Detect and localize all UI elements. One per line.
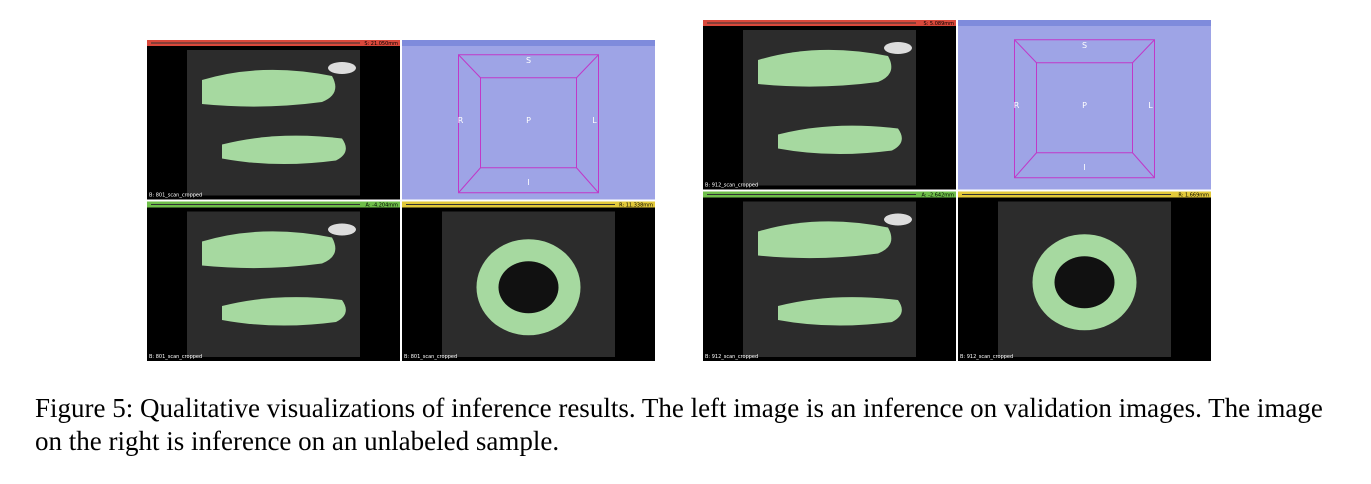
volume-label: B: 801_scan_cropped — [149, 193, 202, 199]
axis-label: S — [526, 56, 531, 65]
canal — [498, 261, 559, 314]
bone-white — [328, 223, 356, 236]
bone-white — [884, 42, 912, 54]
bone — [222, 135, 346, 165]
view-bar — [958, 20, 1211, 26]
axis-label: L — [592, 116, 597, 125]
box-edge — [576, 54, 599, 79]
view-3d — [958, 26, 1211, 190]
slice-offset: S: 21.050mm — [364, 41, 398, 47]
bone — [202, 69, 336, 107]
axis-label: I — [527, 178, 529, 187]
figure: S: 21.050mm B: 801_scan_cropped S R P L I A: -4… — [147, 20, 1211, 361]
axis-label: P — [526, 116, 531, 125]
box-edge — [1014, 152, 1037, 179]
bone — [758, 221, 892, 259]
bone — [778, 297, 902, 326]
box-edge — [1132, 39, 1155, 64]
axis-label: P — [1082, 101, 1087, 110]
view-bar — [402, 40, 655, 46]
axis-label: R — [1014, 101, 1020, 110]
box-outer — [458, 54, 599, 194]
bone-white — [884, 213, 912, 226]
box-edge — [458, 167, 481, 194]
axis-label: S — [1082, 41, 1087, 50]
volume-label: B: 912_scan_cropped — [705, 183, 758, 189]
box-inner — [480, 77, 577, 169]
box-edge — [1132, 152, 1155, 179]
bone — [758, 49, 892, 87]
slice-offset: A: -2.642mm — [922, 193, 955, 199]
slice-offset: R: 11.338mm — [619, 203, 653, 209]
slice-offset: A: -4.204mm — [366, 203, 399, 209]
view-3d — [402, 46, 655, 200]
box-outer — [1014, 39, 1155, 179]
canal — [1054, 256, 1115, 309]
volume-label: B: 801_scan_cropped — [149, 354, 202, 360]
bone — [222, 297, 346, 326]
axis-label: L — [1148, 101, 1153, 110]
slice-offset: R: 1.669mm — [1178, 193, 1209, 199]
volume-label: B: 801_scan_cropped — [404, 354, 457, 360]
caption: Figure 5: Qualitative visualizations of … — [35, 393, 1323, 456]
box-edge — [1014, 39, 1037, 64]
volume-label: B: 912_scan_cropped — [705, 354, 758, 360]
box-edge — [576, 167, 599, 194]
axis-label: R — [458, 116, 464, 125]
bone-white — [328, 62, 356, 74]
box-edge — [458, 54, 481, 79]
slice-offset: S: 5.089mm — [923, 21, 954, 27]
volume-label: B: 912_scan_cropped — [960, 354, 1013, 360]
axis-label: I — [1083, 163, 1085, 172]
bone — [778, 125, 902, 155]
bone — [202, 231, 336, 269]
box-inner — [1036, 62, 1133, 154]
